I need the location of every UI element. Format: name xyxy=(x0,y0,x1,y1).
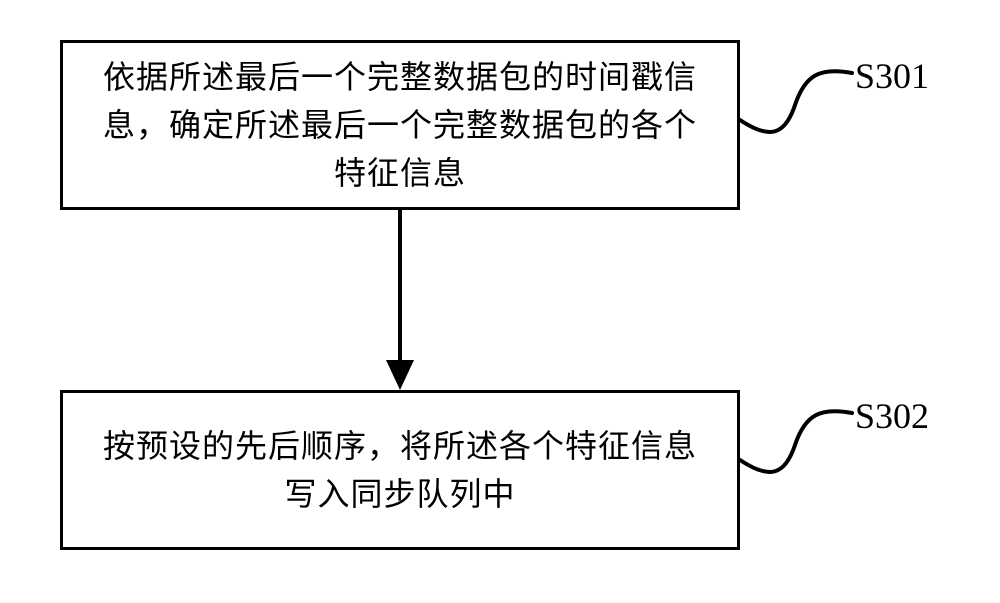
flow-node-2-text: 按预设的先后顺序，将所述各个特征信息写入同步队列中 xyxy=(87,422,713,518)
arrowhead-1-2 xyxy=(386,360,414,390)
flow-node-1: 依据所述最后一个完整数据包的时间戳信息，确定所述最后一个完整数据包的各个特征信息 xyxy=(60,40,740,210)
squiggle-connector-2 xyxy=(740,405,855,485)
step-label-s301: S301 xyxy=(855,55,929,97)
arrow-line-1-2 xyxy=(398,210,402,365)
squiggle-connector-1 xyxy=(740,65,855,145)
flow-node-1-text: 依据所述最后一个完整数据包的时间戳信息，确定所述最后一个完整数据包的各个特征信息 xyxy=(87,53,713,197)
flowchart-canvas: 依据所述最后一个完整数据包的时间戳信息，确定所述最后一个完整数据包的各个特征信息… xyxy=(0,0,1000,603)
flow-node-2: 按预设的先后顺序，将所述各个特征信息写入同步队列中 xyxy=(60,390,740,550)
step-label-s302: S302 xyxy=(855,395,929,437)
